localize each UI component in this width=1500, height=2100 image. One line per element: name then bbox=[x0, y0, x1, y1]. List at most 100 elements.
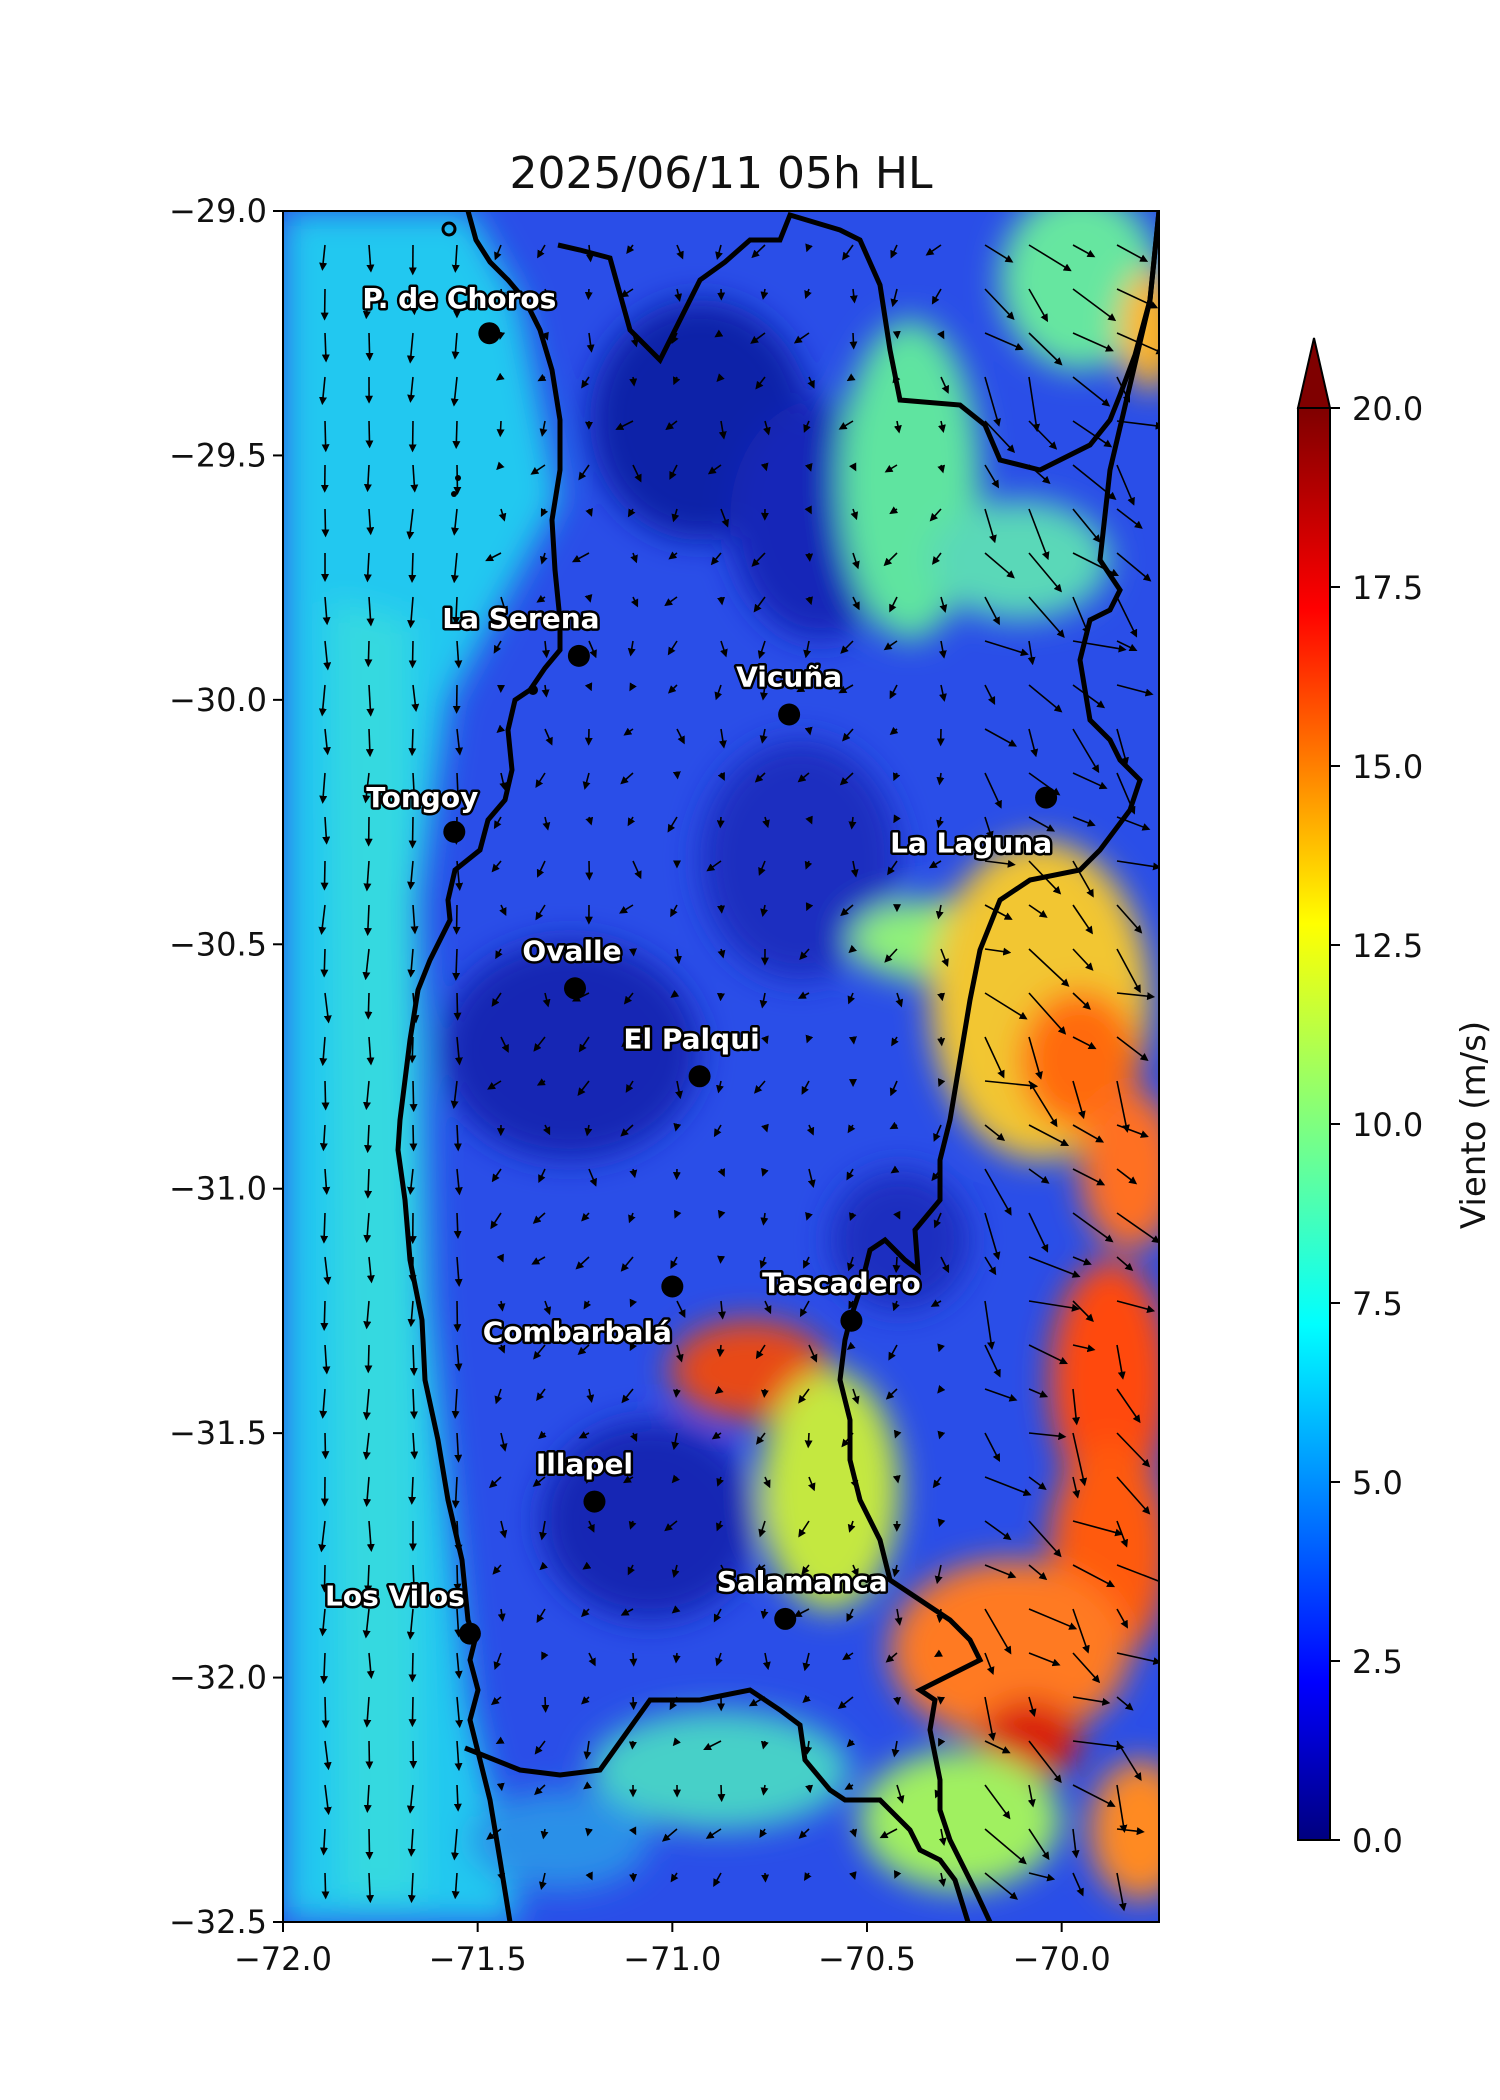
wind-arrow bbox=[491, 1168, 502, 1183]
wind-arrow bbox=[676, 244, 684, 260]
colorbar-tick-label: 5.0 bbox=[1352, 1464, 1403, 1502]
wind-arrow bbox=[540, 507, 549, 517]
wind-arrow bbox=[847, 992, 856, 1005]
wind-arrow bbox=[578, 1036, 590, 1053]
wind-arrow bbox=[531, 1256, 546, 1265]
wind-arrow bbox=[1028, 1740, 1062, 1784]
wind-arrow bbox=[672, 1652, 681, 1664]
wind-arrow bbox=[536, 594, 546, 603]
wind-arrow bbox=[984, 1344, 1001, 1378]
wind-arrow bbox=[707, 464, 722, 475]
x-tick-label: −71.0 bbox=[623, 1940, 721, 1978]
wind-arrow bbox=[544, 728, 553, 746]
wind-arrow bbox=[1028, 1300, 1080, 1312]
wind-arrow bbox=[1072, 1784, 1116, 1807]
wind-arrow bbox=[705, 1828, 722, 1839]
wind-arrow bbox=[539, 420, 548, 437]
wind-arrow bbox=[1116, 860, 1159, 871]
wind-arrow bbox=[1116, 288, 1159, 309]
wind-arrow bbox=[585, 1827, 593, 1837]
wind-arrow bbox=[674, 1209, 682, 1219]
wind-arrow bbox=[938, 1828, 947, 1847]
wind-arrow bbox=[629, 1298, 638, 1308]
wind-arrow bbox=[1116, 464, 1135, 506]
wind-arrow bbox=[575, 1256, 590, 1270]
wind-arrow bbox=[497, 288, 506, 301]
wind-arrow bbox=[1071, 1828, 1080, 1859]
wind-arrow bbox=[581, 1212, 590, 1222]
wind-arrow bbox=[931, 288, 942, 305]
wind-arrow bbox=[628, 1740, 637, 1750]
wind-arrow bbox=[940, 376, 949, 394]
wind-arrow bbox=[1072, 948, 1094, 971]
wind-arrow bbox=[586, 1388, 595, 1403]
wind-arrow bbox=[542, 816, 551, 831]
wind-arrow bbox=[1028, 1256, 1081, 1278]
wind-arrow bbox=[411, 992, 420, 1024]
wind-arrow bbox=[632, 464, 642, 483]
x-tick-label: −71.5 bbox=[429, 1940, 527, 1978]
wind-arrow bbox=[322, 816, 331, 845]
wind-arrow bbox=[366, 1520, 375, 1553]
wind-arrow bbox=[452, 420, 461, 450]
wind-arrow bbox=[581, 1608, 590, 1618]
wind-arrow bbox=[717, 1209, 726, 1219]
wind-arrow bbox=[805, 902, 814, 912]
wind-arrow bbox=[706, 860, 722, 872]
wind-arrow bbox=[984, 1080, 1039, 1090]
wind-arrow bbox=[496, 1782, 505, 1792]
wind-arrow bbox=[670, 904, 678, 918]
wind-arrow bbox=[409, 1080, 418, 1113]
wind-arrow bbox=[408, 1696, 417, 1728]
wind-arrow bbox=[621, 1388, 634, 1404]
wind-arrow bbox=[1116, 1168, 1138, 1185]
wind-arrow bbox=[1072, 1388, 1080, 1426]
wind-arrow bbox=[798, 1520, 810, 1538]
wind-arrow bbox=[1072, 772, 1108, 790]
wind-arrow bbox=[894, 1608, 903, 1626]
wind-arrow bbox=[625, 1080, 634, 1093]
wind-arrow bbox=[984, 904, 1013, 920]
wind-arrow bbox=[454, 1652, 463, 1679]
wind-arrow bbox=[760, 1388, 769, 1398]
wind-arrow bbox=[1028, 1432, 1067, 1441]
wind-arrow bbox=[890, 288, 899, 308]
region-boundary-south bbox=[464, 1687, 971, 1922]
wind-arrow bbox=[409, 1124, 418, 1152]
city-markers: P. de Choros La Serena Vicuña Tongoy La Lagu… bbox=[322, 280, 1058, 1645]
wind-arrow bbox=[407, 596, 416, 629]
wind-arrow bbox=[533, 1344, 546, 1360]
wind-arrow bbox=[803, 640, 812, 659]
wind-arrow bbox=[1116, 1784, 1128, 1834]
wind-arrow bbox=[408, 816, 417, 849]
wind-arrow bbox=[1116, 728, 1129, 766]
wind-arrow bbox=[1028, 1124, 1070, 1146]
wind-arrow bbox=[802, 1694, 812, 1704]
wind-arrow bbox=[541, 640, 550, 659]
wind-arrow bbox=[452, 948, 461, 981]
wind-arrow bbox=[1116, 816, 1151, 831]
wind-speed-field bbox=[283, 211, 1159, 1922]
wind-arrow bbox=[669, 464, 678, 480]
wind-arrow bbox=[667, 684, 678, 694]
wind-arrow bbox=[937, 992, 946, 1002]
wind-arrow bbox=[620, 1256, 634, 1272]
city-marker bbox=[567, 644, 590, 667]
wind-arrow bbox=[664, 596, 678, 607]
wind-arrow bbox=[1028, 1388, 1049, 1398]
city-marker bbox=[688, 1065, 711, 1088]
wind-arrow bbox=[538, 1430, 547, 1440]
wind-arrow bbox=[984, 332, 1024, 351]
wind-arrow bbox=[803, 1256, 811, 1269]
wind-arrow bbox=[320, 1212, 329, 1244]
wind-arrow bbox=[1027, 1784, 1036, 1808]
wind-arrow bbox=[536, 860, 546, 878]
wind-arrow bbox=[711, 1431, 722, 1440]
wind-arrow bbox=[844, 1782, 854, 1790]
wind-arrow bbox=[846, 1608, 854, 1622]
wind-arrow bbox=[1116, 1080, 1130, 1133]
wind-arrow bbox=[541, 331, 549, 341]
wind-arrow bbox=[364, 1344, 373, 1374]
x-tick-label: −70.5 bbox=[818, 1940, 916, 1978]
wind-arrow bbox=[760, 288, 769, 300]
